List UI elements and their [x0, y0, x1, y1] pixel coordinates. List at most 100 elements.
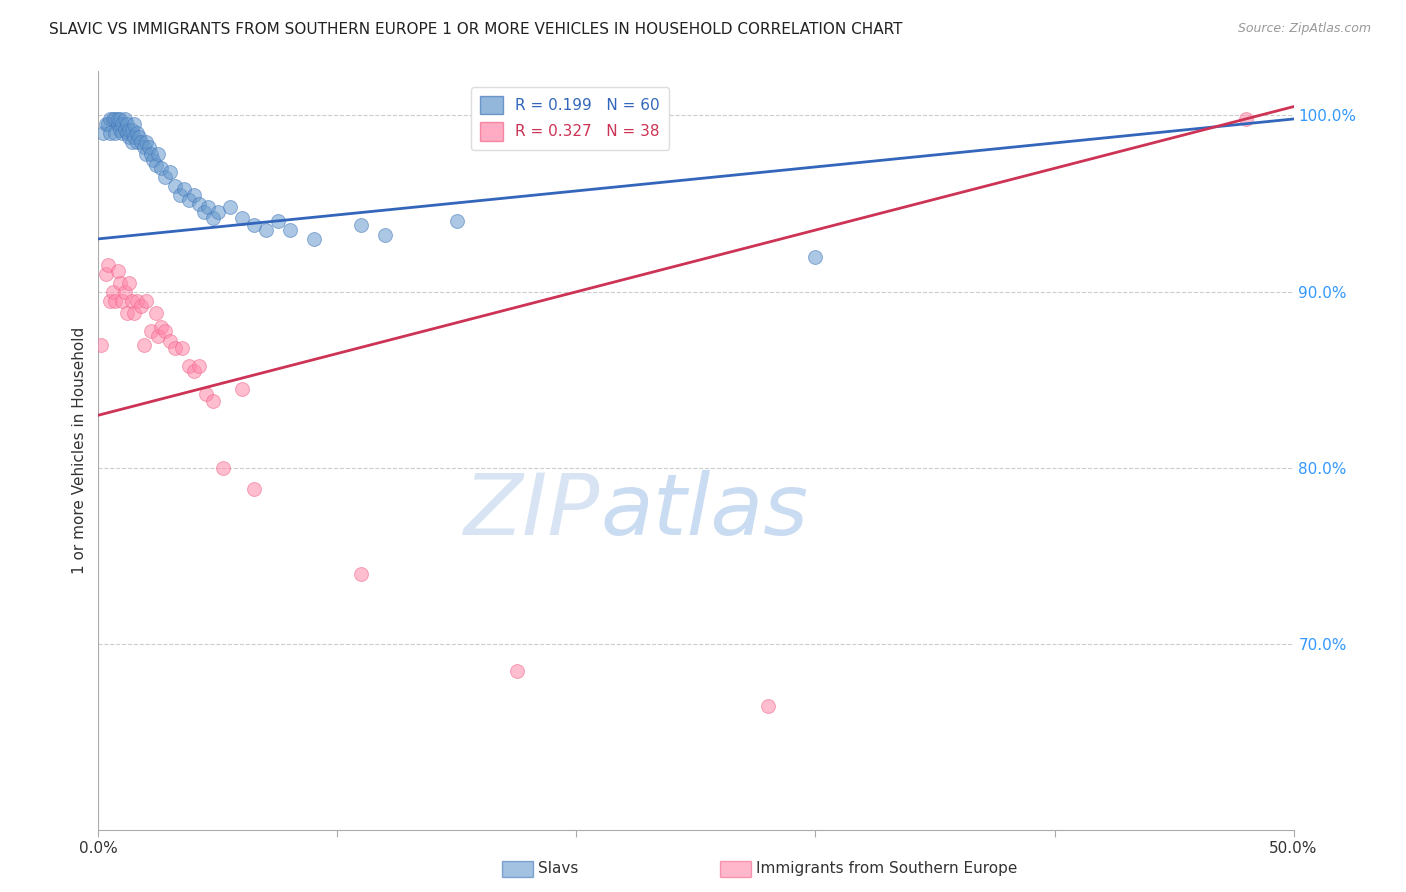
Point [101, 285, 124, 299]
Point [114, 285, 136, 299]
Point [1234, 112, 1257, 126]
Point [179, 193, 201, 207]
Point [107, 112, 129, 126]
Point [108, 122, 131, 136]
Point [155, 324, 177, 338]
Point [231, 382, 253, 396]
Point [148, 147, 170, 161]
Point [97, 258, 120, 272]
Point [125, 293, 148, 308]
Text: atlas: atlas [600, 469, 808, 553]
Point [132, 337, 155, 351]
Point [104, 293, 127, 308]
Point [90, 337, 112, 351]
Point [139, 147, 162, 161]
Point [94, 267, 117, 281]
Point [159, 165, 181, 179]
Point [195, 387, 218, 401]
Point [159, 334, 181, 348]
Point [91, 126, 114, 140]
Text: ZIP: ZIP [464, 469, 600, 553]
Point [350, 218, 373, 232]
Point [254, 223, 277, 237]
Point [121, 135, 143, 149]
Point [128, 129, 150, 144]
Point [145, 306, 167, 320]
Point [135, 147, 157, 161]
Point [125, 126, 148, 140]
Point [132, 140, 155, 154]
Point [135, 293, 157, 308]
Point [111, 126, 134, 140]
Point [211, 461, 233, 475]
Point [108, 112, 131, 126]
Point [124, 306, 146, 320]
Point [104, 112, 127, 126]
Point [374, 228, 396, 243]
Point [107, 263, 129, 277]
Point [97, 117, 120, 131]
Point [142, 153, 165, 167]
Point [302, 232, 325, 246]
Text: Immigrants from Southern Europe: Immigrants from Southern Europe [756, 862, 1018, 876]
Point [114, 112, 136, 126]
Point [115, 306, 138, 320]
Point [138, 140, 160, 154]
Point [114, 122, 136, 136]
Point [118, 276, 141, 290]
Text: Source: ZipAtlas.com: Source: ZipAtlas.com [1237, 22, 1371, 36]
Point [173, 182, 195, 196]
Point [169, 187, 191, 202]
Point [101, 112, 124, 126]
Point [183, 364, 205, 378]
Point [108, 276, 131, 290]
Y-axis label: 1 or more Vehicles in Household: 1 or more Vehicles in Household [72, 326, 87, 574]
Point [124, 117, 146, 131]
Point [94, 117, 117, 131]
Point [148, 329, 170, 343]
Point [145, 158, 167, 172]
Point [121, 122, 143, 136]
Point [111, 117, 134, 131]
Point [197, 200, 219, 214]
Point [115, 117, 138, 131]
Point [107, 117, 129, 131]
Point [202, 394, 225, 409]
Point [131, 135, 153, 149]
Point [163, 178, 186, 193]
Point [98, 112, 122, 126]
Point [278, 223, 301, 237]
Point [111, 293, 134, 308]
Point [155, 170, 177, 185]
Point [131, 299, 153, 313]
Point [183, 187, 205, 202]
Point [149, 320, 172, 334]
Point [98, 293, 122, 308]
Point [139, 324, 162, 338]
Point [118, 129, 141, 144]
Point [135, 135, 157, 149]
Text: SLAVIC VS IMMIGRANTS FROM SOUTHERN EUROPE 1 OR MORE VEHICLES IN HOUSEHOLD CORREL: SLAVIC VS IMMIGRANTS FROM SOUTHERN EUROP… [49, 22, 903, 37]
Point [115, 126, 138, 140]
Point [104, 126, 127, 140]
Point [187, 196, 209, 211]
Point [207, 205, 229, 219]
Point [243, 218, 266, 232]
Point [446, 214, 468, 228]
Point [121, 293, 143, 308]
Legend: R = 0.199   N = 60, R = 0.327   N = 38: R = 0.199 N = 60, R = 0.327 N = 38 [471, 87, 669, 150]
Point [350, 566, 373, 581]
Point [202, 211, 225, 225]
Point [193, 205, 215, 219]
Point [124, 129, 146, 144]
Point [125, 135, 148, 149]
Point [98, 126, 122, 140]
Point [506, 664, 529, 678]
Point [231, 211, 253, 225]
Point [243, 482, 266, 496]
Point [804, 250, 827, 264]
Point [179, 359, 201, 373]
Text: Slavs: Slavs [538, 862, 579, 876]
Point [172, 341, 194, 355]
Point [267, 214, 290, 228]
